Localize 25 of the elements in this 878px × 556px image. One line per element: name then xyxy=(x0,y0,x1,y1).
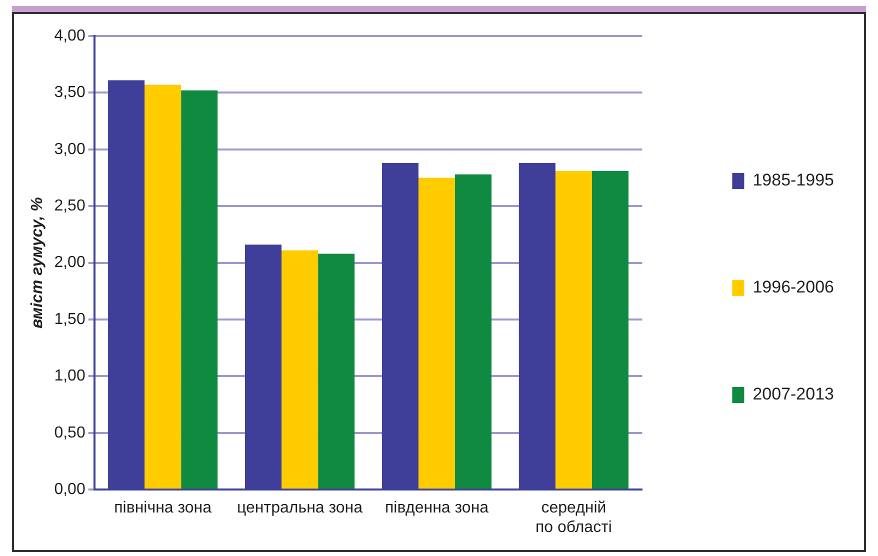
bar xyxy=(144,84,182,489)
bar xyxy=(555,170,592,489)
bar xyxy=(592,170,629,489)
bar xyxy=(455,174,492,489)
x-tick-label: центральна зона xyxy=(237,500,363,517)
bar xyxy=(181,90,218,489)
legend-label: 2007-2013 xyxy=(752,384,834,404)
bar xyxy=(418,178,456,489)
y-tick-label: 4,00 xyxy=(54,27,86,44)
y-tick-label: 1,00 xyxy=(54,368,86,385)
y-axis-title: вміст гумусу, % xyxy=(29,197,46,328)
x-tick-label: середній по області xyxy=(535,500,612,536)
y-tick-label: 0,00 xyxy=(54,481,86,498)
bar xyxy=(318,254,355,489)
y-tick-label: 3,50 xyxy=(54,84,86,102)
x-tick-label: північна зона xyxy=(114,500,212,517)
y-tick-label: 2,50 xyxy=(54,198,86,215)
y-tick-label: 2,00 xyxy=(54,254,86,272)
bar xyxy=(282,250,318,489)
legend-label: 1996-2006 xyxy=(752,278,834,297)
y-tick-label: 1,50 xyxy=(54,310,86,328)
y-tick-label: 0,50 xyxy=(54,424,86,442)
x-tick-label: південна зона xyxy=(384,500,489,517)
legend-label: 1985-1995 xyxy=(752,170,834,190)
y-tick-label: 3,00 xyxy=(54,140,86,158)
